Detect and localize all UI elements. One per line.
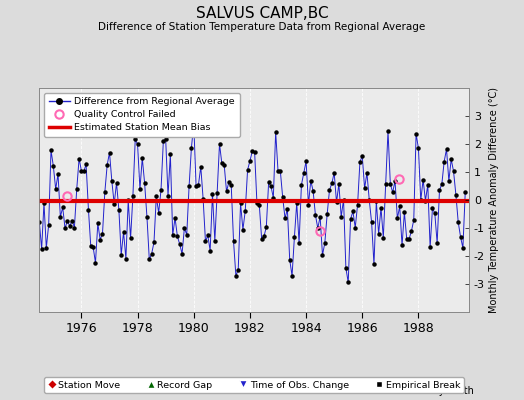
Y-axis label: Monthly Temperature Anomaly Difference (°C): Monthly Temperature Anomaly Difference (… [489,87,499,313]
Text: Difference of Station Temperature Data from Regional Average: Difference of Station Temperature Data f… [99,22,425,32]
Legend: Station Move, Record Gap, Time of Obs. Change, Empirical Break: Station Move, Record Gap, Time of Obs. C… [44,377,464,393]
Text: Berkeley Earth: Berkeley Earth [402,386,474,396]
Text: SALVUS CAMP,BC: SALVUS CAMP,BC [195,6,329,21]
Legend: Difference from Regional Average, Quality Control Failed, Estimated Station Mean: Difference from Regional Average, Qualit… [44,93,239,137]
